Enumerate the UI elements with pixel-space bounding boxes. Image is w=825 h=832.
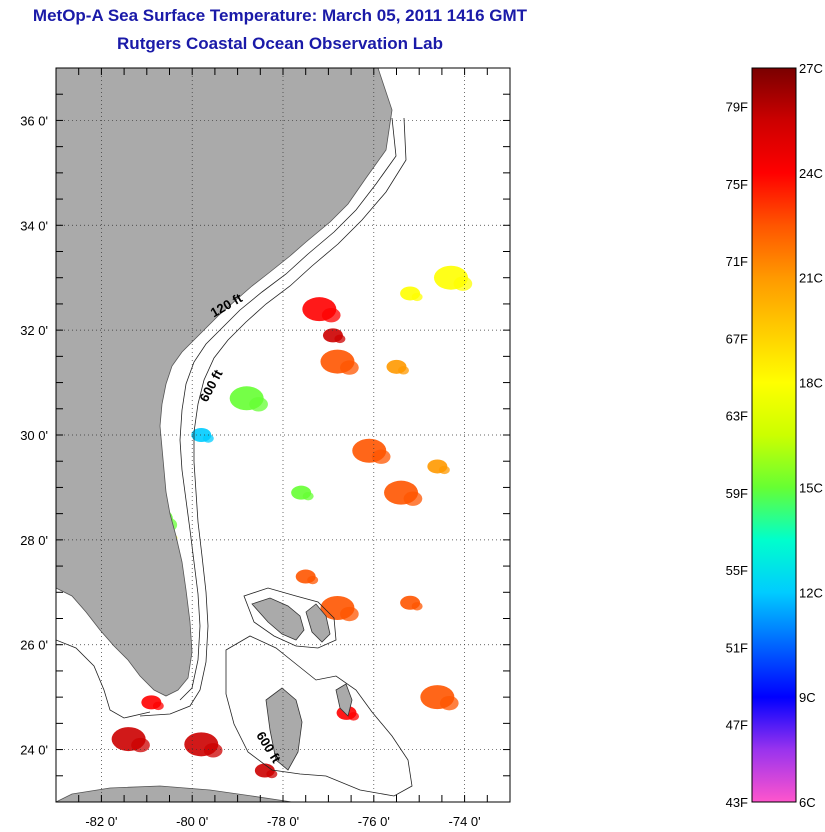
colorbar-c-label: 27C: [799, 61, 823, 76]
sst-patch: [131, 737, 150, 753]
y-tick-label: 28 0': [20, 533, 48, 548]
colorbar-f-label: 55F: [726, 563, 748, 578]
sst-patch: [307, 575, 319, 585]
contour-120ft: [179, 117, 397, 701]
colorbar-f-label: 63F: [726, 409, 748, 424]
colorbar-c-label: 6C: [799, 795, 816, 810]
land-cuba: [56, 785, 293, 802]
colorbar-c-label: 21C: [799, 271, 823, 286]
chart-subtitle: Rutgers Coastal Ocean Observation Lab: [117, 34, 443, 53]
x-tick-label: -74 0': [449, 814, 481, 829]
chart-title: MetOp-A Sea Surface Temperature: March 0…: [32, 6, 528, 25]
colorbar-c-label: 12C: [799, 585, 823, 600]
colorbar-fahrenheit-labels: 79F 75F 71F 67F 63F 59F 55F 51F 47F 43F: [726, 100, 748, 810]
y-tick-label: 30 0': [20, 428, 48, 443]
sst-patch: [152, 701, 164, 711]
colorbar-c-label: 15C: [799, 480, 823, 495]
sst-patch: [411, 292, 423, 302]
colorbar-f-label: 79F: [726, 100, 748, 115]
land-grand-bahama: [251, 597, 305, 641]
y-tick-label: 32 0': [20, 323, 48, 338]
x-tick-label: -76 0': [358, 814, 390, 829]
colorbar-f-label: 43F: [726, 795, 748, 810]
y-tick-label: 26 0': [20, 638, 48, 653]
colorbar-c-label: 18C: [799, 376, 823, 391]
sst-patch: [302, 491, 314, 501]
sst-patch: [398, 366, 409, 375]
sst-patch: [202, 434, 214, 443]
land-eleuthera: [335, 683, 353, 717]
sst-patch: [403, 491, 423, 506]
sst-patch: [438, 465, 450, 475]
sst-patch: [411, 602, 423, 611]
colorbar-c-label: 24C: [799, 166, 823, 181]
sst-patch: [340, 360, 359, 375]
sst-patch: [249, 397, 268, 412]
sst-patch: [439, 695, 459, 711]
colorbar-c-label: 9C: [799, 690, 816, 705]
land-abaco: [305, 603, 331, 643]
sst-patch: [348, 712, 360, 721]
bathymetry-contours: [56, 117, 413, 797]
sst-patch: [334, 334, 346, 344]
x-tick-label: -80 0': [176, 814, 208, 829]
colorbar-celsius-labels: 27C 24C 21C 18C 15C 12C 9C 6C: [799, 61, 823, 810]
colorbar-f-label: 71F: [726, 254, 748, 269]
y-axis: 24 0' 26 0' 28 0' 30 0' 32 0' 34 0' 36 0': [20, 67, 510, 803]
x-tick-label: -82 0': [85, 814, 117, 829]
colorbar-f-label: 51F: [726, 640, 748, 655]
y-tick-label: 34 0': [20, 218, 48, 233]
sst-patch: [453, 276, 473, 291]
sst-patch: [266, 769, 278, 779]
contour-bahamas-bank: [225, 635, 413, 797]
contour-600ft: [139, 117, 407, 717]
sst-patch: [203, 743, 223, 758]
contour-little-bahama-bank: [243, 587, 337, 649]
x-tick-label: -78 0': [267, 814, 299, 829]
y-tick-label: 36 0': [20, 113, 48, 128]
colorbar: [751, 67, 797, 803]
contour-florida-keys: [56, 639, 151, 719]
colorbar-f-label: 75F: [726, 177, 748, 192]
colorbar-f-label: 47F: [726, 718, 748, 733]
colorbar-f-label: 67F: [726, 331, 748, 346]
sst-patch: [340, 606, 359, 622]
colorbar-f-label: 59F: [726, 486, 748, 501]
sst-patch: [321, 307, 341, 323]
sst-patch: [371, 449, 391, 464]
x-axis: -82 0' -80 0' -78 0' -76 0' -74 0': [55, 68, 511, 829]
y-tick-label: 24 0': [20, 743, 48, 758]
